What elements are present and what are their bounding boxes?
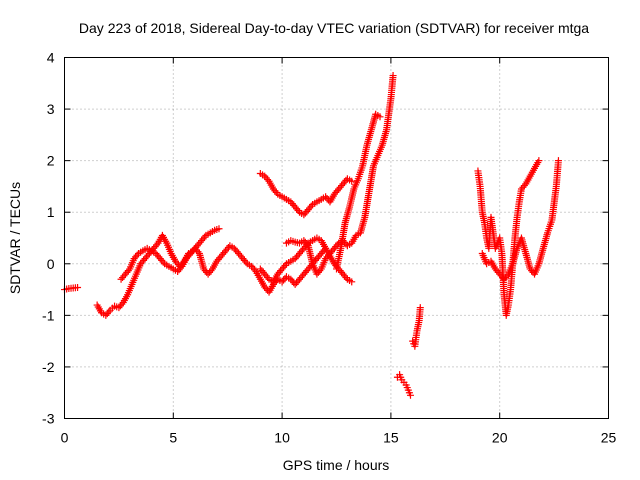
y-tick-label: 3 [47, 101, 55, 117]
data-point-trail [194, 248, 202, 256]
data-point-trail [272, 188, 280, 196]
data-point [416, 304, 424, 312]
data-point-trail [207, 267, 215, 275]
x-axis-label: GPS time / hours [283, 457, 390, 473]
data-point-trail [303, 240, 311, 248]
data-point-trail [200, 233, 208, 241]
y-tick-label: 1 [47, 204, 55, 220]
chart-title: Day 223 of 2018, Sidereal Day-to-day VTE… [79, 20, 589, 36]
data-point-trail [307, 202, 315, 210]
data-point [376, 113, 384, 121]
data-point-trail [133, 251, 141, 259]
x-tick-label: 0 [61, 430, 69, 446]
data-point-trail [105, 308, 113, 316]
y-tick-label: 0 [47, 256, 55, 272]
data-point-trail [124, 267, 132, 275]
data-point-trail [520, 182, 528, 190]
x-tick-label: 20 [492, 430, 508, 446]
y-tick-label: -2 [42, 359, 55, 375]
data-point-trail [251, 266, 259, 274]
data-point-trail [264, 274, 272, 282]
data-point-trail [281, 262, 289, 270]
y-tick-label: -3 [42, 411, 55, 427]
y-tick-label: 4 [47, 50, 55, 66]
x-tick-label: 25 [601, 430, 617, 446]
grid [64, 57, 609, 419]
data-point-trail [242, 258, 250, 266]
axis-ticks: 0 5 10 15 20 25 -3 -2 -1 0 1 2 3 4 [42, 50, 616, 446]
x-tick-label: 10 [274, 430, 290, 446]
data-point-trail [118, 300, 126, 308]
data-point [74, 284, 82, 292]
data-point-trail [153, 241, 161, 249]
y-tick-label: -1 [42, 307, 55, 323]
x-tick-label: 15 [383, 430, 399, 446]
plot-frame [64, 57, 609, 419]
data-point-trail [342, 274, 350, 282]
data-points [61, 72, 562, 399]
data-point-trail [316, 267, 324, 275]
x-tick-label: 5 [169, 430, 177, 446]
data-point [535, 157, 543, 165]
data-point [406, 391, 414, 399]
data-point-trail [264, 176, 272, 184]
data-point-trail [503, 272, 511, 280]
y-tick-label: 2 [47, 153, 55, 169]
y-axis-label: SDTVAR / TECUs [7, 182, 23, 294]
data-point [389, 72, 397, 80]
data-point-trail [159, 258, 167, 266]
data-point-trail [294, 206, 302, 214]
data-point [348, 278, 356, 286]
data-point [554, 157, 562, 165]
data-point-trail [177, 264, 185, 272]
data-point [215, 225, 223, 233]
